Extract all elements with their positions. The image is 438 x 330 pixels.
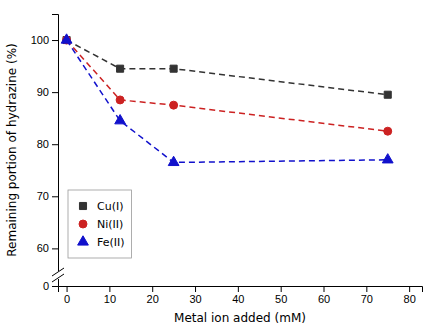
legend-item: Cu(I) [79, 200, 123, 213]
x-tick: 70 [361, 286, 373, 305]
chart: 0 10 20 30 40 50 60 70 80 0 60 70 80 90 100 Metal ion a… [0, 0, 438, 330]
y-tick-label: 60 [37, 242, 49, 254]
x-axis-title: Metal ion added (mM) [174, 311, 306, 325]
y-axis-line [52, 15, 59, 287]
x-tick-mark [366, 286, 367, 292]
legend-label: Cu(I) [97, 200, 123, 213]
series-line [67, 40, 388, 162]
data-point [168, 156, 179, 165]
legend-marker [78, 236, 89, 245]
x-tick-mark [67, 286, 68, 292]
x-tick-label: 70 [361, 293, 373, 305]
axis-break-slash [52, 274, 64, 282]
x-tick: 80 [404, 286, 416, 305]
y-axis: 0 60 70 80 90 100 [31, 15, 59, 293]
y-tick: 0 [43, 280, 58, 292]
y-tick-mark [52, 144, 58, 145]
x-tick-label: 60 [318, 293, 330, 305]
x-tick-mark [409, 286, 410, 292]
y-tick-label: 0 [43, 280, 49, 292]
x-tick-mark [152, 286, 153, 292]
series-line [67, 40, 388, 95]
legend-label: Fe(II) [97, 236, 125, 249]
x-tick: 40 [232, 286, 244, 305]
y-tick-mark [52, 40, 58, 41]
axis-break [52, 268, 64, 282]
x-tick-label: 0 [64, 293, 70, 305]
x-tick-mark [238, 286, 239, 292]
data-point [384, 91, 391, 98]
y-tick-label: 90 [37, 86, 49, 98]
y-tick: 100 [31, 34, 58, 46]
data-point [117, 65, 124, 72]
data-point [115, 115, 126, 124]
data-point [170, 65, 177, 72]
data-point [384, 127, 392, 135]
x-tick: 20 [147, 286, 159, 305]
x-tick-label: 10 [104, 293, 116, 305]
y-tick-label: 100 [31, 34, 49, 46]
x-tick-mark [324, 286, 325, 292]
y-tick-label: 70 [37, 190, 49, 202]
x-tick-label: 50 [275, 293, 287, 305]
y-axis-title: Remaining portion of hydrazine (%) [5, 43, 19, 256]
x-tick-label: 40 [232, 293, 244, 305]
x-tick-label: 20 [147, 293, 159, 305]
x-tick-mark [281, 286, 282, 292]
y-tick-mark [52, 248, 58, 249]
x-tick-mark [195, 286, 196, 292]
x-tick-mark [109, 286, 110, 292]
data-point [382, 154, 393, 163]
series-line [67, 40, 388, 131]
y-tick-mark [52, 286, 58, 287]
y-tick: 80 [37, 138, 58, 150]
x-axis-line [59, 287, 423, 293]
x-tick: 30 [189, 286, 201, 305]
y-tick-mark [52, 196, 58, 197]
y-tick: 90 [37, 86, 58, 98]
y-tick: 70 [37, 190, 58, 202]
legend-marker [79, 220, 87, 228]
legend-box [68, 190, 132, 258]
data-point [170, 101, 178, 109]
plot: 0 10 20 30 40 50 60 70 80 0 60 70 80 90 100 Metal ion a… [5, 15, 423, 326]
x-tick-label: 30 [189, 293, 201, 305]
legend-item: Ni(II) [79, 218, 123, 231]
marks [61, 34, 393, 166]
legend-label: Ni(II) [97, 218, 123, 231]
y-tick: 60 [37, 242, 58, 254]
legend-marker [79, 202, 86, 209]
x-tick-label: 80 [404, 293, 416, 305]
y-tick-label: 80 [37, 138, 49, 150]
x-tick: 0 [64, 286, 70, 305]
data-point [116, 96, 124, 104]
legend-item: Fe(II) [78, 236, 125, 249]
x-tick: 50 [275, 286, 287, 305]
y-tick-mark [52, 92, 58, 93]
x-axis: 0 10 20 30 40 50 60 70 80 [59, 286, 423, 305]
x-tick: 10 [104, 286, 116, 305]
data-point [61, 34, 72, 43]
x-tick: 60 [318, 286, 330, 305]
legend: Cu(I) Ni(II) Fe(II) [68, 190, 132, 258]
